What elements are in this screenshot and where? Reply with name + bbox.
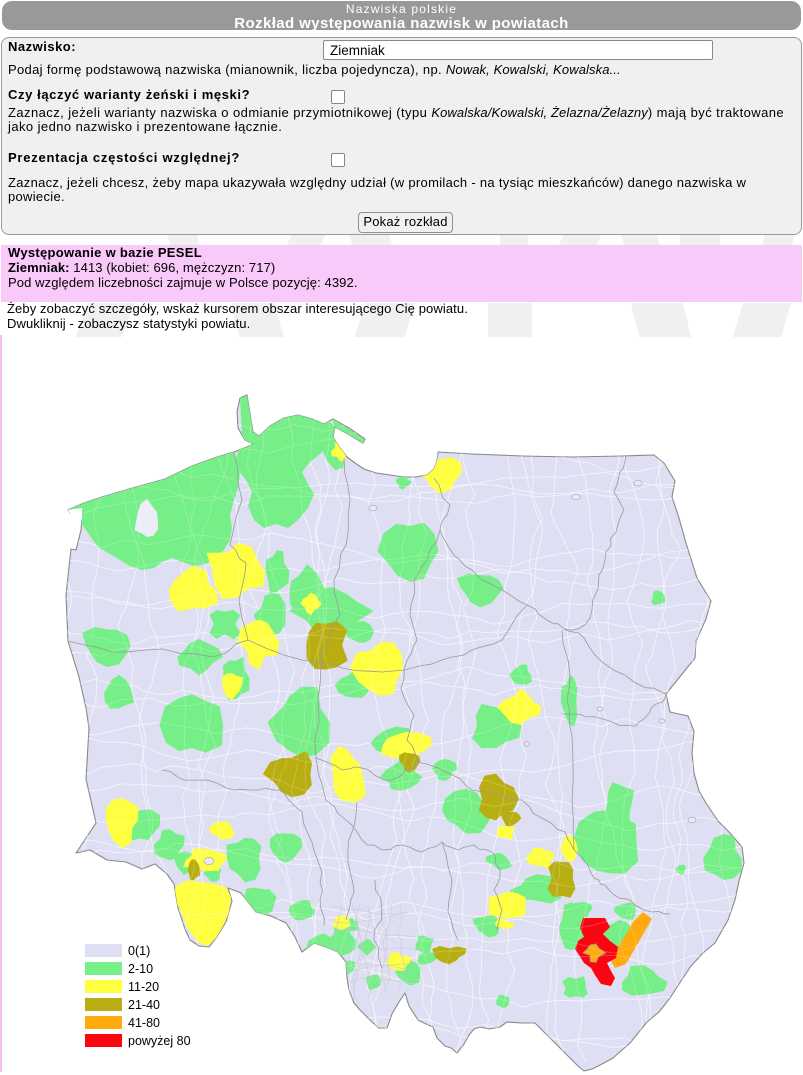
- svg-text:41-80: 41-80: [128, 1016, 160, 1030]
- svg-text:2-10: 2-10: [128, 962, 153, 976]
- svg-text:11-20: 11-20: [128, 980, 159, 994]
- svg-text:0(1): 0(1): [128, 944, 150, 958]
- svg-text:21-40: 21-40: [128, 998, 160, 1012]
- svg-text:powyżej 80: powyżej 80: [128, 1034, 191, 1048]
